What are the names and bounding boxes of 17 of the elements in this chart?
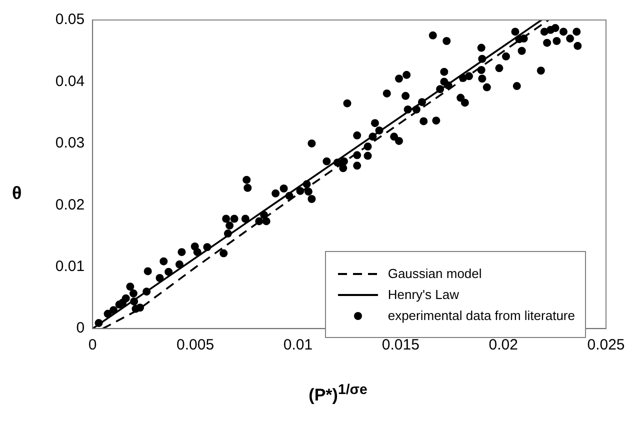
y-tick-label: 0.03: [55, 134, 85, 152]
y-tick-label: 0: [76, 320, 85, 337]
x-axis-title: (P*)$^{1/σe}$: [308, 382, 368, 406]
x-tick-label: 0.005: [176, 336, 214, 354]
x-tick-label: 0.01: [283, 336, 313, 354]
y-axis-title: θ: [12, 183, 22, 204]
legend-label: experimental data from literature: [388, 308, 575, 323]
y-tick-label: 0.05: [55, 11, 85, 28]
x-tick-label: 0.02: [488, 336, 518, 354]
x-tick-label: 0.025: [587, 336, 625, 354]
x-tick-label: 0.015: [382, 336, 420, 354]
y-tick-label: 0.02: [55, 196, 85, 214]
x-tick-label: 0: [88, 336, 97, 354]
legend-label: Gaussian model: [388, 266, 482, 281]
y-tick-label: 0.04: [55, 72, 85, 90]
legend-label: Henry's Law: [388, 287, 459, 302]
y-tick-label: 0.01: [55, 258, 85, 276]
